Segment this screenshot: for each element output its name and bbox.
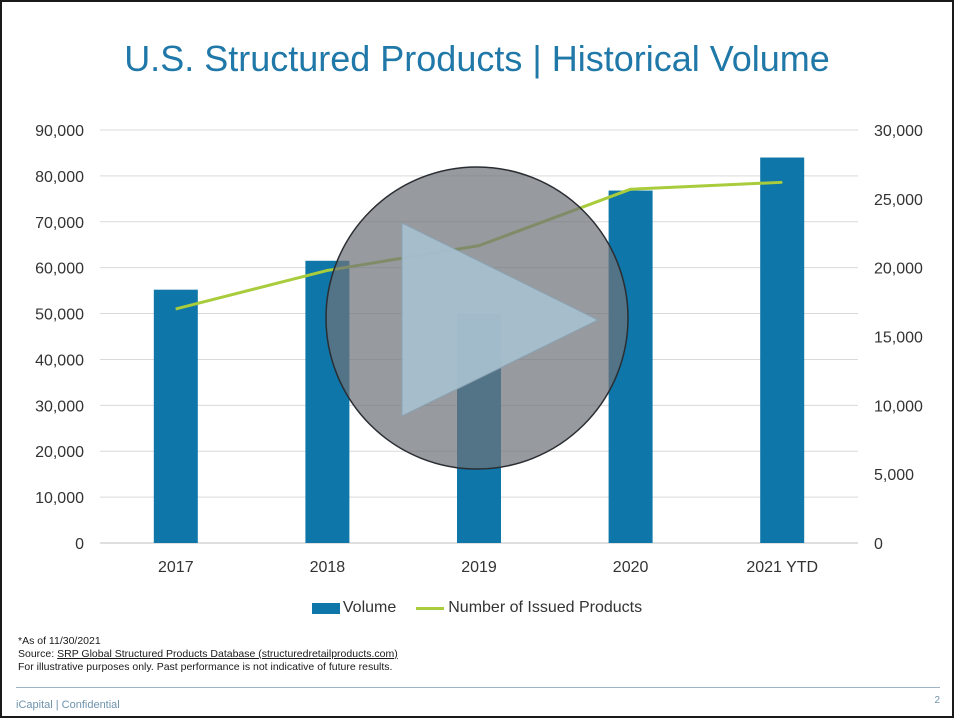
line-point xyxy=(175,308,177,310)
legend-item-volume: Volume xyxy=(311,599,397,617)
line-point xyxy=(630,188,632,190)
y-left-tick-label: 50,000 xyxy=(35,307,84,324)
y-left-tick-label: 0 xyxy=(75,536,84,553)
y-left-tick-label: 90,000 xyxy=(35,123,84,140)
y-right-tick-label: 0 xyxy=(874,536,883,553)
y-left-tick-label: 10,000 xyxy=(35,490,84,507)
y-right-tick-label: 10,000 xyxy=(874,398,923,415)
y-left-tick-label: 70,000 xyxy=(35,215,84,232)
x-tick-label: 2021 YTD xyxy=(746,559,818,576)
footer-brand: iCapital | Confidential xyxy=(16,699,120,711)
line-point xyxy=(781,181,783,183)
y-left-tick-label: 60,000 xyxy=(35,261,84,278)
source-prefix: Source: xyxy=(18,648,58,660)
y-right-tick-label: 30,000 xyxy=(874,123,923,140)
bar-volume xyxy=(153,289,198,543)
y-left-tick-label: 80,000 xyxy=(35,169,84,186)
legend-swatch-volume xyxy=(311,602,340,614)
play-icon[interactable] xyxy=(401,222,600,417)
line-point xyxy=(326,269,328,271)
bar-volume xyxy=(760,157,805,544)
legend-label-volume: Volume xyxy=(342,599,397,616)
chart-title: U.S. Structured Products | Historical Vo… xyxy=(124,38,830,79)
footer-divider xyxy=(16,687,940,688)
footnote-asof: *As of 11/30/2021 xyxy=(18,635,101,647)
footnote-disclaimer: For illustrative purposes only. Past per… xyxy=(18,661,393,673)
footnote-source: Source: SRP Global Structured Products D… xyxy=(18,648,398,661)
page-number: 2 xyxy=(934,695,940,706)
x-tick-label: 2018 xyxy=(310,559,346,576)
legend-swatch-products xyxy=(416,606,445,610)
video-play-overlay[interactable] xyxy=(2,2,952,602)
y-left-tick-label: 30,000 xyxy=(35,398,84,415)
y-left-tick-label: 20,000 xyxy=(35,444,84,461)
x-tick-label: 2019 xyxy=(461,559,497,576)
footnotes: *As of 11/30/2021 Source: SRP Global Str… xyxy=(18,635,398,674)
y-right-tick-label: 5,000 xyxy=(874,467,914,484)
legend-item-products: Number of Issued Products xyxy=(416,599,642,617)
y-right-tick-label: 15,000 xyxy=(874,330,923,347)
x-tick-label: 2020 xyxy=(613,559,649,576)
y-left-tick-label: 40,000 xyxy=(35,352,84,369)
source-link[interactable]: SRP Global Structured Products Database … xyxy=(57,648,398,660)
x-tick-label: 2017 xyxy=(158,559,194,576)
y-right-tick-label: 20,000 xyxy=(874,261,923,278)
legend-label-products: Number of Issued Products xyxy=(448,599,643,616)
legend: Volume Number of Issued Products xyxy=(2,599,952,617)
y-right-tick-label: 25,000 xyxy=(874,192,923,209)
